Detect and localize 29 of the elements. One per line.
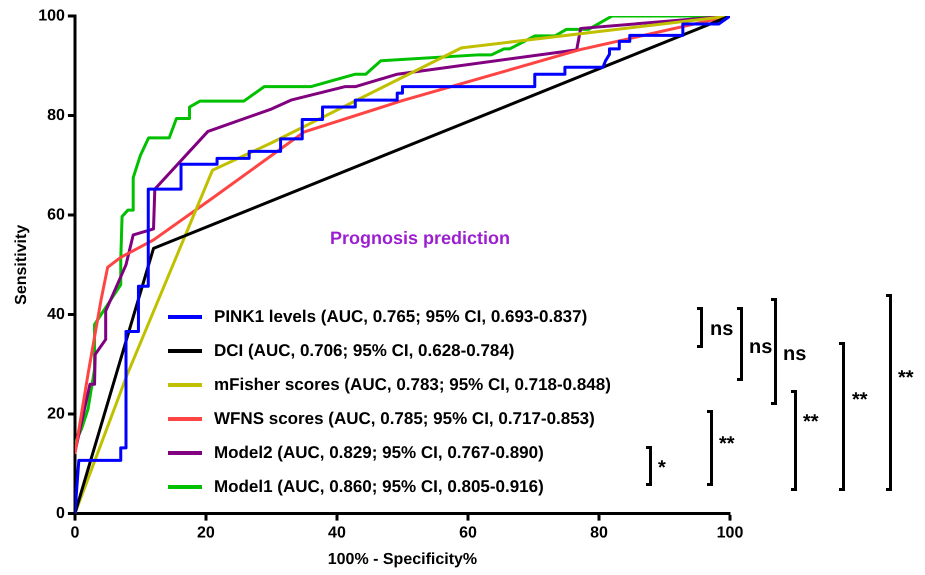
x-tick-label: 40 bbox=[328, 524, 346, 542]
y-tick-label: 100 bbox=[38, 7, 65, 24]
text: ** bbox=[852, 389, 868, 412]
x-tick-label: 60 bbox=[459, 524, 477, 542]
annotation: Prognosis prediction bbox=[330, 228, 510, 249]
annotation: ** bbox=[719, 433, 735, 456]
text: ** bbox=[803, 411, 819, 434]
y-axis-title: Sensitivity bbox=[13, 224, 30, 305]
y-tick-label: 20 bbox=[47, 405, 65, 422]
text: ** bbox=[898, 367, 914, 390]
x-tick-label: 80 bbox=[590, 524, 608, 542]
legend-label: DCI (AUC, 0.706; 95% CI, 0.628-0.784) bbox=[214, 341, 514, 361]
annotation: ns bbox=[710, 318, 734, 341]
y-tick-label: 60 bbox=[47, 206, 65, 224]
x-tick-label: 100 bbox=[716, 524, 744, 542]
text: ns bbox=[783, 343, 806, 366]
y-tick-label: 40 bbox=[47, 306, 65, 323]
y-tick-label: 0 bbox=[56, 505, 65, 522]
annotation: * bbox=[658, 457, 666, 480]
y-tick-label: 80 bbox=[47, 106, 65, 124]
text: ns bbox=[749, 336, 772, 359]
x-tick-label: 20 bbox=[197, 524, 215, 542]
legend-label: mFisher scores (AUC, 0.783; 95% CI, 0.718-0.848) bbox=[214, 375, 611, 395]
legend-label: Model2 (AUC, 0.829; 95% CI, 0.767-0.890) bbox=[214, 443, 544, 463]
legend-label: Model1 (AUC, 0.860; 95% CI, 0.805-0.916) bbox=[214, 477, 544, 497]
legend-label: PINK1 levels (AUC, 0.765; 95% CI, 0.693-0.837) bbox=[214, 307, 588, 327]
x-axis-title: 100% - Specificity% bbox=[328, 550, 478, 568]
legend-label: WFNS scores (AUC, 0.785; 95% CI, 0.717-0.853) bbox=[214, 409, 595, 429]
x-tick-label: 0 bbox=[70, 524, 80, 542]
